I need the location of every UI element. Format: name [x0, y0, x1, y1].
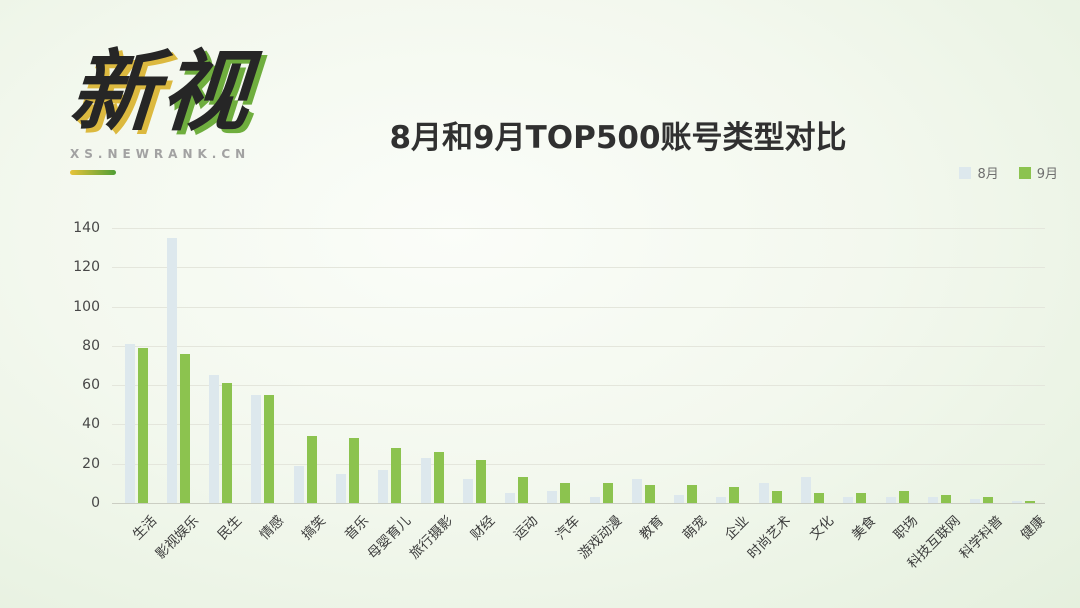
bar-8月-旅行摄影 — [420, 457, 431, 503]
bar-9月-搞笑 — [306, 436, 317, 503]
x-tick-label: 美食 — [848, 512, 879, 544]
gridline-40 — [112, 424, 1045, 426]
bar-8月-财经 — [462, 479, 473, 503]
y-tick-label: 100 — [73, 298, 100, 315]
gridline-0 — [112, 503, 1045, 504]
x-tick-label: 影视娱乐 — [153, 512, 203, 563]
y-axis-labels: 0 20 40 60 80 100 120 140 — [48, 220, 100, 511]
y-tick-label: 0 — [91, 495, 100, 511]
brand-logo-char-1: 新 — [66, 40, 165, 143]
bar-9月-情感 — [264, 394, 275, 503]
bar-8月-科学科普 — [970, 499, 981, 503]
plot-area — [112, 228, 1045, 504]
x-tick-label: 文化 — [806, 512, 837, 544]
gridline-100 — [112, 306, 1045, 308]
bar-9月-健康 — [1025, 501, 1036, 503]
bar-8月-搞笑 — [293, 465, 304, 503]
x-tick-label: 搞笑 — [298, 512, 330, 544]
legend-label: 8月 — [977, 167, 999, 182]
x-tick-label: 情感 — [256, 512, 288, 544]
legend-item-8月: 8月 — [959, 163, 999, 182]
gridline-80 — [112, 345, 1045, 347]
bar-9月-旅行摄影 — [433, 451, 444, 503]
bar-9月-萌宠 — [687, 485, 698, 503]
brand-logo-text: 新视 — [66, 40, 255, 143]
logo-underline — [70, 170, 116, 176]
x-tick-label: 民生 — [214, 512, 245, 544]
bar-9月-音乐 — [349, 438, 359, 503]
y-tick-label: 20 — [82, 455, 100, 472]
brand-logo-char-2: 视 — [157, 40, 256, 143]
x-tick-label: 游戏动漫 — [575, 512, 626, 563]
gridline-140 — [112, 228, 1045, 229]
legend-swatch — [1018, 166, 1031, 179]
x-tick-label: 时尚艺术 — [744, 512, 795, 563]
bar-9月-影视娱乐 — [179, 353, 190, 503]
bar-9月-运动 — [518, 477, 529, 503]
y-tick-label: 140 — [73, 220, 100, 236]
legend-item-9月: 9月 — [1018, 163, 1058, 182]
x-tick-label: 财经 — [468, 512, 499, 544]
bar-8月-生活 — [124, 343, 135, 503]
bar-9月-企业 — [729, 487, 740, 503]
bar-8月-运动 — [505, 493, 516, 503]
bar-8月-母婴育儿 — [378, 469, 389, 503]
bar-8月-时尚艺术 — [758, 483, 769, 503]
bar-8月-汽车 — [547, 491, 558, 503]
legend-swatch — [959, 166, 972, 179]
x-tick-label: 生活 — [129, 512, 161, 544]
bar-8月-影视娱乐 — [166, 237, 177, 503]
bar-8月-萌宠 — [674, 495, 685, 503]
bar-9月-生活 — [137, 347, 148, 503]
x-tick-label: 运动 — [510, 512, 541, 544]
x-tick-label: 音乐 — [341, 512, 372, 544]
x-tick-label: 企业 — [721, 512, 753, 544]
chart-title: 8月和9月TOP500账号类型对比 — [389, 120, 847, 156]
bar-8月-文化 — [801, 477, 811, 503]
bar-9月-美食 — [856, 493, 867, 503]
y-tick-label: 120 — [73, 259, 100, 276]
bar-9月-财经 — [475, 459, 486, 503]
bar-9月-汽车 — [560, 483, 571, 503]
bar-9月-科学科普 — [983, 497, 994, 503]
bar-9月-民生 — [222, 383, 233, 503]
bar-8月-美食 — [843, 497, 854, 503]
bar-8月-教育 — [631, 479, 642, 503]
gridline-60 — [112, 385, 1045, 387]
bar-9月-文化 — [814, 493, 824, 503]
x-tick-label: 萌宠 — [679, 512, 710, 544]
bar-9月-母婴育儿 — [391, 448, 402, 503]
bar-9月-科技互联网 — [940, 495, 951, 503]
bar-9月-教育 — [644, 485, 655, 503]
gridline-20 — [112, 463, 1045, 465]
brand-logo: 新视 XS.NEWRANK.CN — [66, 40, 256, 176]
x-tick-label: 汽车 — [552, 512, 584, 544]
chart-legend: 8月 9月 — [959, 163, 1058, 182]
x-axis-labels: 生活 影视娱乐 民生 情感 搞笑 音乐 母婴育儿 旅行摄影 财经 运动 汽车 游戏动漫 教育 萌宠 企业 时尚… — [115, 510, 1049, 605]
x-tick-label: 教育 — [637, 512, 668, 544]
x-tick-label: 母婴育儿 — [364, 512, 414, 563]
gridline-120 — [112, 267, 1045, 269]
x-tick-label: 旅行摄影 — [406, 512, 457, 563]
bar-8月-健康 — [1012, 501, 1023, 503]
bar-8月-科技互联网 — [927, 497, 938, 503]
bar-8月-音乐 — [336, 473, 346, 503]
y-tick-label: 80 — [82, 337, 100, 354]
bar-8月-企业 — [716, 497, 727, 503]
bar-8月-民生 — [209, 375, 220, 503]
bar-8月-职场 — [885, 497, 896, 503]
x-tick-label: 科学科普 — [956, 512, 1006, 563]
bar-8月-游戏动漫 — [589, 497, 600, 503]
bar-9月-时尚艺术 — [771, 491, 782, 503]
y-tick-label: 60 — [82, 377, 100, 394]
y-tick-label: 40 — [82, 416, 100, 433]
bar-8月-情感 — [251, 394, 262, 503]
legend-label: 9月 — [1036, 167, 1058, 182]
bar-9月-游戏动漫 — [602, 483, 613, 503]
x-tick-label: 健康 — [1017, 512, 1049, 544]
brand-site-url: XS.NEWRANK.CN — [70, 147, 251, 162]
x-tick-label: 职场 — [890, 512, 922, 544]
bar-9月-职场 — [898, 491, 909, 503]
